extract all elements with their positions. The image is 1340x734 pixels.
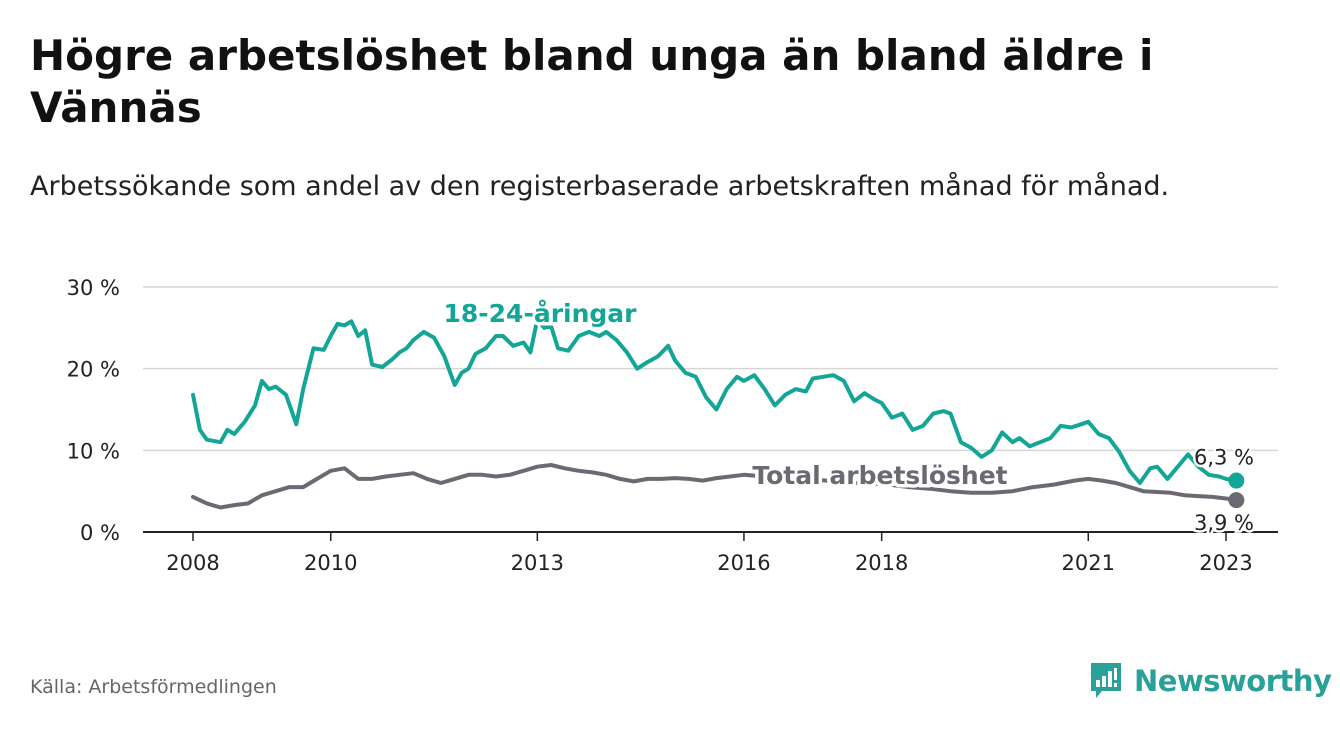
series-labels: 6,3 % 18-24-åringar 3,9 % Total arbetslöshe… xyxy=(440,296,1257,538)
chart-subtitle: Arbetssökande som andel av den registerb… xyxy=(30,171,1170,202)
x-axis-ticks: 2008 2010 2013 2016 2018 2021 2023 xyxy=(166,532,1253,575)
end-point-total xyxy=(1228,492,1245,509)
y-axis-ticks: 0 % 10 % 20 % 30 % xyxy=(67,276,120,545)
x-tick-label: 2016 xyxy=(717,551,770,575)
y-tick-label: 30 % xyxy=(67,276,120,300)
x-tick-label: 2021 xyxy=(1062,551,1115,575)
x-tick-label: 2010 xyxy=(304,551,357,575)
gridlines xyxy=(143,286,1278,533)
source-note: Källa: Arbetsförmedlingen xyxy=(30,676,277,698)
brand-logo[interactable]: Newsworthy xyxy=(1088,660,1332,702)
series-lines xyxy=(191,317,1245,510)
y-tick-label: 0 % xyxy=(80,521,120,545)
series-line-total xyxy=(191,463,1239,510)
x-tick-label: 2018 xyxy=(855,551,908,575)
newsworthy-logo-icon xyxy=(1091,663,1121,698)
series-line-young xyxy=(191,317,1239,485)
brand-name: Newsworthy xyxy=(1134,664,1332,698)
y-tick-label: 10 % xyxy=(67,439,120,463)
x-tick-label: 2013 xyxy=(511,551,564,575)
end-label-young: 6,3 % xyxy=(1194,446,1254,470)
series-label-total: Total arbetslöshet xyxy=(752,461,1007,490)
series-label-young: 18-24-åringar xyxy=(444,299,638,328)
chart-title: Högre arbetslöshet bland unga än bland ä… xyxy=(30,31,1154,132)
line-chart: 0 % 10 % 20 % 30 % 2008 2010 2013 2016 2018 2021… xyxy=(67,276,1278,575)
y-tick-label: 20 % xyxy=(67,358,120,382)
x-tick-label: 2023 xyxy=(1199,551,1252,575)
end-label-total: 3,9 % xyxy=(1194,511,1254,535)
x-tick-label: 2008 xyxy=(166,551,219,575)
end-point-young xyxy=(1228,472,1245,489)
